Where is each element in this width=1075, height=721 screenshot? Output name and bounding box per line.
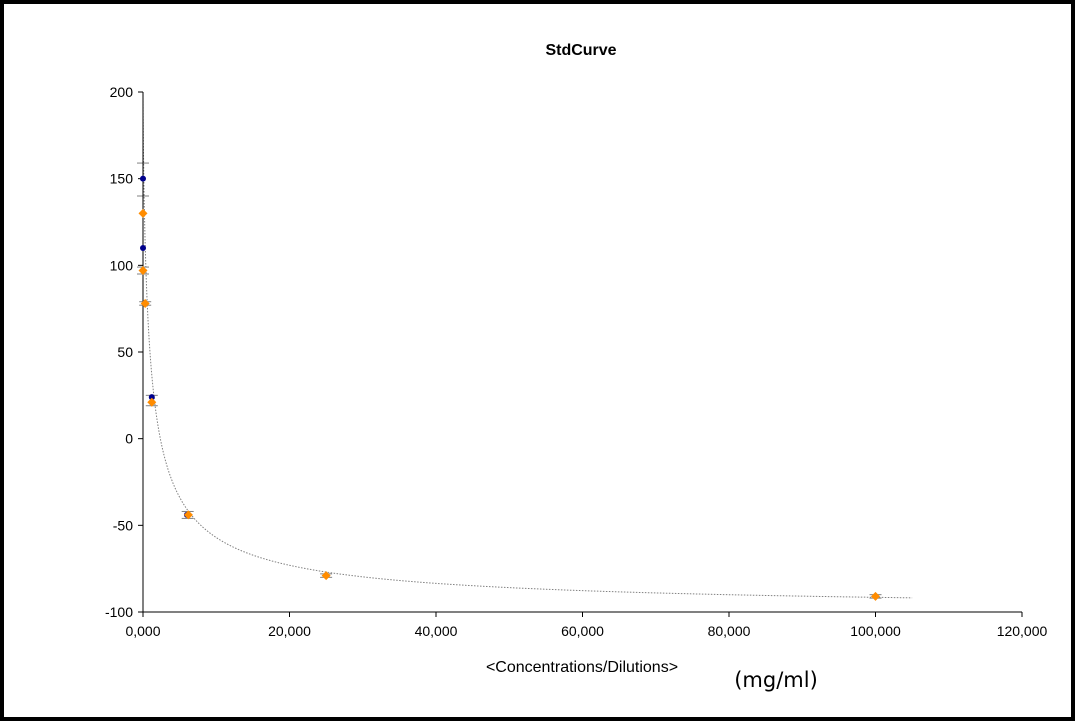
data-point-diamond (138, 208, 148, 218)
y-tick-label: -100 (105, 604, 133, 620)
x-tick-label: 60,000 (561, 623, 604, 639)
x-tick-label: 120,000 (997, 623, 1048, 639)
data-point-diamond (321, 571, 331, 581)
x-axis-unit: (mg/ml) (734, 668, 818, 692)
y-ticks: -100 -50 0 50 100 150 200 (105, 84, 143, 620)
y-tick-label: 50 (117, 344, 133, 360)
y-tick-label: -50 (113, 517, 133, 533)
data-point-diamond (147, 397, 157, 407)
x-tick-label: 0,000 (125, 623, 160, 639)
data-point-diamond (871, 591, 880, 601)
x-tick-label: 20,000 (268, 623, 311, 639)
data-point-circle (148, 394, 155, 401)
x-axis-title: <Concentrations/Dilutions> (486, 659, 678, 676)
error-bars-layer (137, 162, 882, 599)
y-tick-label: 150 (110, 171, 134, 187)
data-point-circle (140, 245, 146, 251)
data-points-layer (138, 175, 880, 601)
x-tick-label: 40,000 (415, 623, 458, 639)
fit-curve-layer (142, 92, 913, 599)
x-tick-label: 80,000 (708, 623, 751, 639)
x-ticks: 0,000 20,000 40,000 60,000 80,000 100,000 120,… (125, 612, 1048, 639)
data-point-circle (140, 175, 146, 182)
y-tick-label: 100 (110, 257, 134, 273)
data-point-diamond (140, 298, 150, 308)
data-point-diamond (138, 266, 148, 276)
data-point-diamond (183, 510, 193, 520)
x-tick-label: 100,000 (850, 623, 901, 639)
y-tick-label: 200 (110, 84, 134, 100)
y-tick-label: 0 (125, 431, 133, 447)
chart-title: StdCurve (545, 42, 616, 59)
fit-curve (142, 92, 913, 599)
